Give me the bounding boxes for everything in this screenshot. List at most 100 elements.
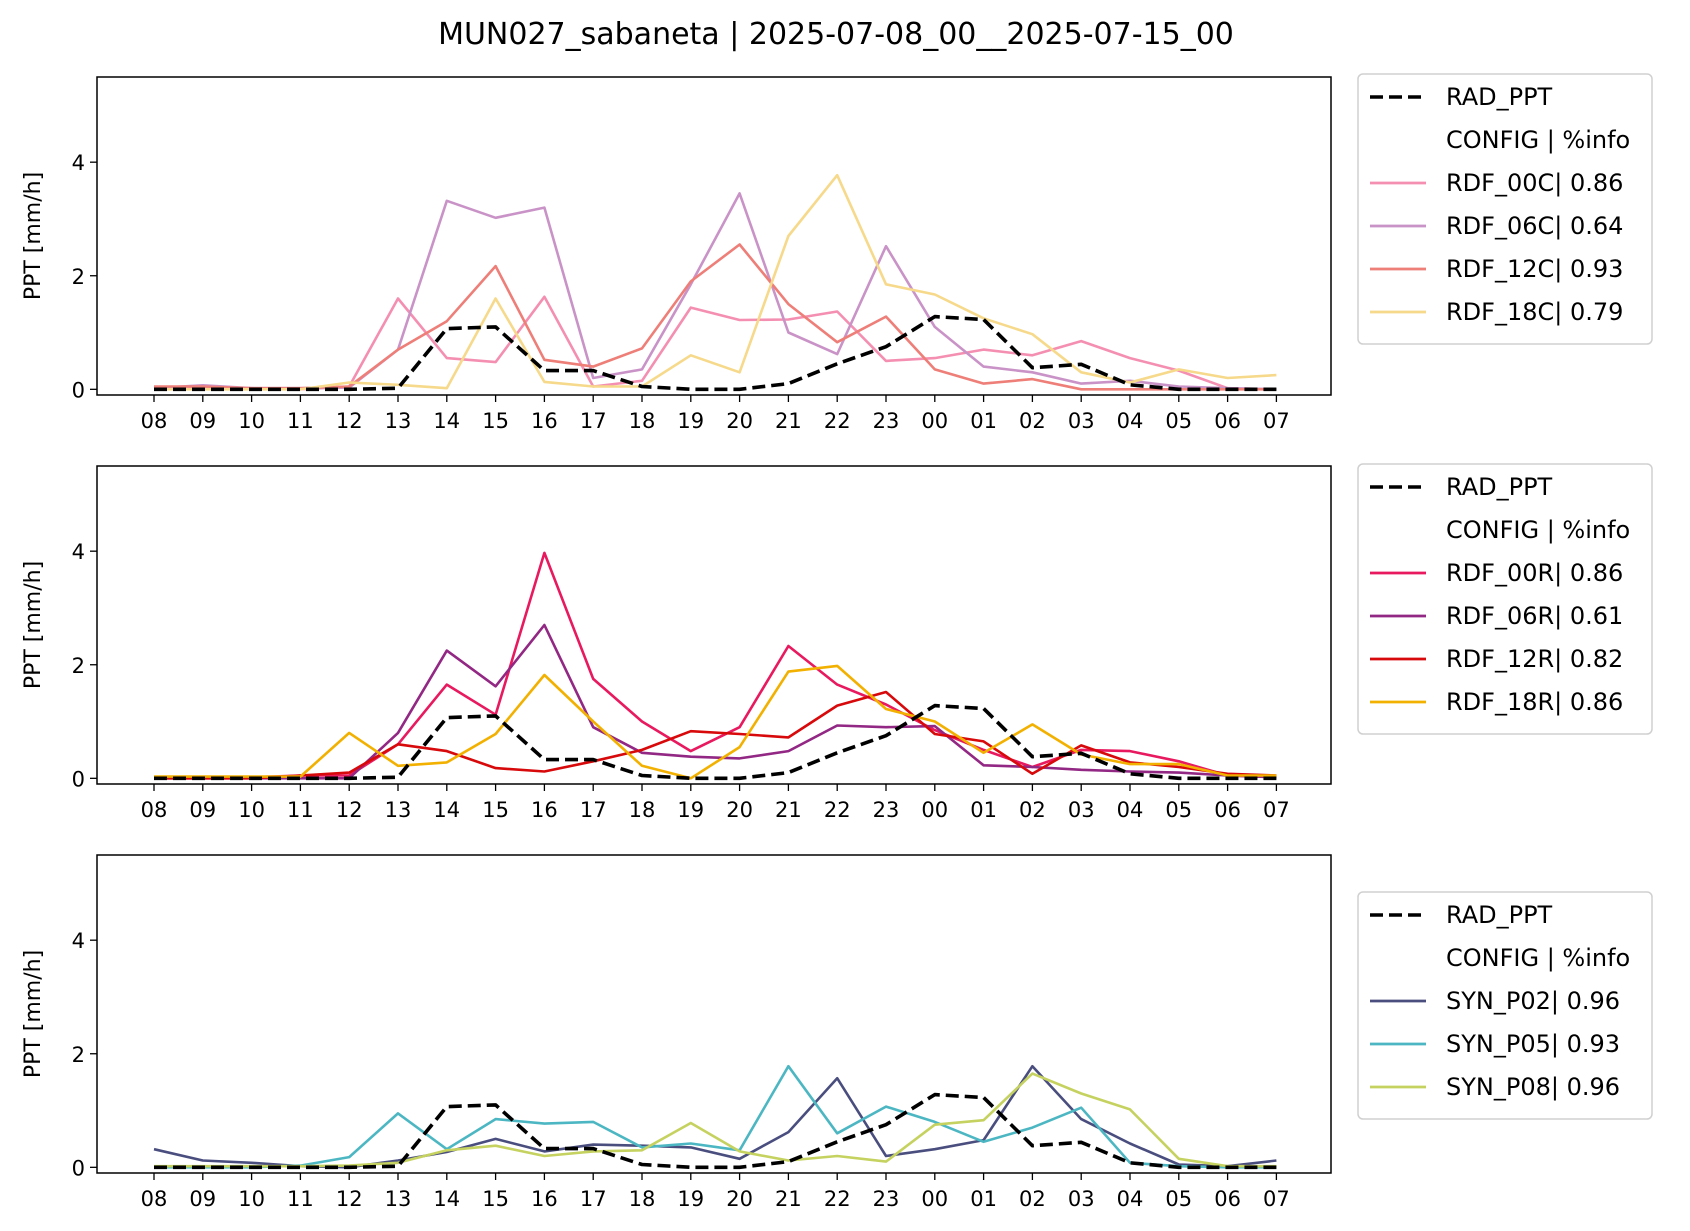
x-tick-label: 16 [531, 1187, 558, 1211]
reference-line-rad-ppt [154, 1092, 1277, 1170]
reference-line-rad-ppt [154, 314, 1277, 392]
x-tick-label: 10 [238, 409, 265, 433]
x-tick-label: 15 [482, 1187, 509, 1211]
legend-label-rad-ppt: RAD_PPT [1446, 83, 1553, 111]
x-tick-label: 21 [775, 798, 802, 822]
legend-label-2: SYN_P08| 0.96 [1446, 1073, 1620, 1101]
x-tick-label: 11 [287, 1187, 314, 1211]
x-tick-label: 05 [1165, 1187, 1192, 1211]
x-tick-label: 09 [189, 409, 216, 433]
legend-box [1357, 891, 1653, 1120]
legend-label-1: RDF_06R| 0.61 [1446, 602, 1623, 630]
x-tick-label: 08 [141, 798, 168, 822]
x-tick-label: 06 [1214, 1187, 1241, 1211]
x-tick-label: 23 [873, 798, 900, 822]
x-tick-label: 14 [433, 1187, 460, 1211]
x-tick-label: 22 [824, 798, 851, 822]
y-tick-label: 4 [72, 929, 85, 953]
legend-label-rad-ppt: RAD_PPT [1446, 473, 1553, 501]
series-line-0 [153, 1064, 1277, 1169]
x-tick-label: 11 [287, 798, 314, 822]
x-tick-label: 02 [1019, 409, 1046, 433]
x-tick-label: 09 [189, 798, 216, 822]
x-tick-label: 00 [921, 409, 948, 433]
x-tick-label: 07 [1263, 409, 1290, 433]
x-tick-label: 21 [775, 409, 802, 433]
legend-label-0: RDF_00R| 0.86 [1446, 559, 1623, 587]
x-tick-label: 00 [921, 798, 948, 822]
x-tick-label: 01 [970, 1187, 997, 1211]
x-tick-label: 22 [824, 1187, 851, 1211]
series-line-2 [154, 690, 1277, 780]
x-tick-label: 20 [726, 409, 753, 433]
y-tick-label: 2 [72, 1043, 85, 1067]
x-tick-label: 17 [580, 798, 607, 822]
x-tick-label: 07 [1263, 798, 1290, 822]
x-tick-label: 04 [1117, 409, 1144, 433]
reference-line-rad-ppt [154, 703, 1277, 781]
legend-label-0: SYN_P02| 0.96 [1446, 987, 1620, 1015]
x-tick-label: 03 [1068, 1187, 1095, 1211]
x-tick-label: 01 [970, 798, 997, 822]
y-tick-label: 0 [72, 1156, 85, 1180]
legend-label-3: RDF_18C| 0.79 [1446, 298, 1623, 326]
plot-frame [96, 465, 1332, 785]
x-tick-label: 19 [677, 1187, 704, 1211]
legend-label-2: RDF_12R| 0.82 [1446, 645, 1623, 673]
x-tick-label: 17 [580, 1187, 607, 1211]
x-tick-label: 12 [336, 1187, 363, 1211]
series-line-0 [154, 295, 1277, 391]
x-tick-label: 23 [873, 1187, 900, 1211]
y-axis-label: PPT [mm/h] [21, 172, 46, 300]
x-tick-label: 06 [1214, 409, 1241, 433]
y-axis-label: PPT [mm/h] [21, 950, 46, 1078]
legend-box [1357, 73, 1653, 345]
x-tick-label: 03 [1068, 409, 1095, 433]
x-tick-label: 02 [1019, 798, 1046, 822]
series-line-3 [154, 664, 1277, 780]
figure-title: MUN027_sabaneta | 2025-07-08_00__2025-07… [438, 17, 1234, 52]
x-tick-label: 15 [482, 409, 509, 433]
x-tick-label: 20 [726, 798, 753, 822]
x-tick-label: 14 [433, 798, 460, 822]
x-tick-label: 16 [531, 409, 558, 433]
x-tick-label: 20 [726, 1187, 753, 1211]
x-tick-label: 09 [189, 1187, 216, 1211]
x-tick-label: 16 [531, 798, 558, 822]
x-tick-label: 21 [775, 1187, 802, 1211]
x-tick-label: 00 [921, 1187, 948, 1211]
y-tick-label: 4 [72, 540, 85, 564]
x-tick-label: 18 [629, 1187, 656, 1211]
x-tick-label: 14 [433, 409, 460, 433]
series-line-0 [154, 551, 1277, 779]
legend-label-rad-ppt: RAD_PPT [1446, 901, 1553, 929]
x-tick-label: 10 [238, 1187, 265, 1211]
x-tick-label: 18 [629, 409, 656, 433]
plot-frame [96, 76, 1332, 396]
x-tick-label: 23 [873, 409, 900, 433]
x-tick-label: 08 [141, 409, 168, 433]
x-tick-label: 18 [629, 798, 656, 822]
series-line-2 [154, 1072, 1277, 1168]
x-tick-label: 05 [1165, 409, 1192, 433]
x-tick-label: 04 [1117, 1187, 1144, 1211]
x-tick-label: 12 [336, 409, 363, 433]
x-tick-label: 13 [385, 409, 412, 433]
x-tick-label: 03 [1068, 798, 1095, 822]
x-tick-label: 08 [141, 1187, 168, 1211]
legend-label-2: RDF_12C| 0.93 [1446, 255, 1623, 283]
legend-header: CONFIG | %info [1446, 944, 1630, 972]
series-line-2 [154, 243, 1277, 391]
legend-label-1: RDF_06C| 0.64 [1446, 212, 1623, 240]
x-tick-label: 13 [385, 1187, 412, 1211]
x-tick-label: 01 [970, 409, 997, 433]
x-tick-label: 07 [1263, 1187, 1290, 1211]
series-line-1 [153, 192, 1277, 391]
legend-header: CONFIG | %info [1446, 126, 1630, 154]
x-tick-label: 06 [1214, 798, 1241, 822]
legend-header: CONFIG | %info [1446, 516, 1630, 544]
x-tick-label: 13 [385, 798, 412, 822]
legend-label-3: RDF_18R| 0.86 [1446, 688, 1623, 716]
